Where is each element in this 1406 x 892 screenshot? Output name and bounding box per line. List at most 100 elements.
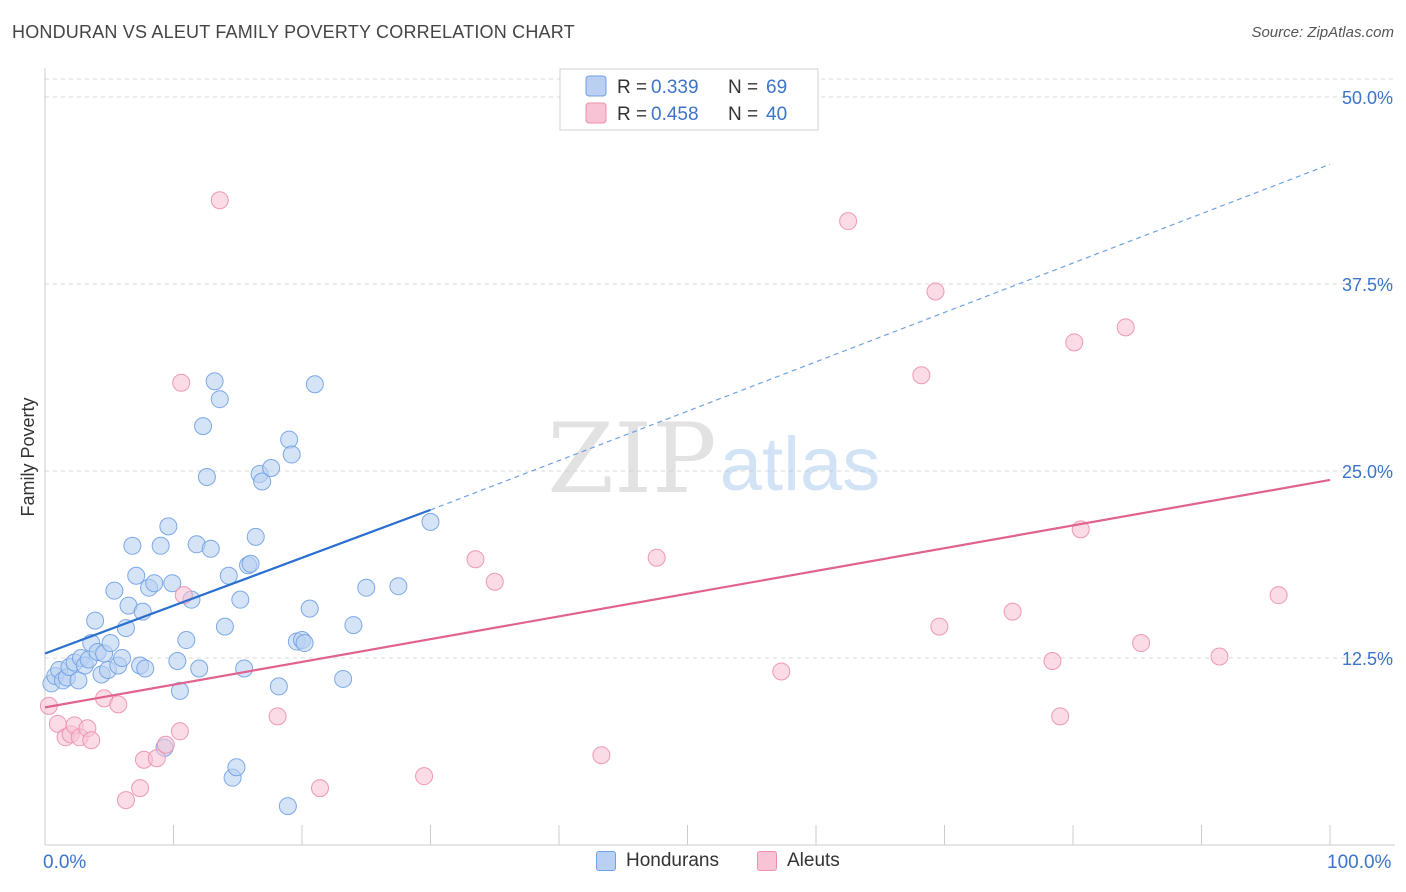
source-label: Source: ZipAtlas.com <box>1251 24 1394 41</box>
honduran-point <box>231 590 250 609</box>
legend-swatch-hondurans <box>596 851 616 871</box>
y-tick-label: 12.5% <box>1342 649 1393 669</box>
legend-r-value: 0.458 <box>651 104 699 125</box>
honduran-point <box>295 634 314 653</box>
honduran-point <box>105 581 124 600</box>
legend-swatch-aleuts <box>757 851 777 871</box>
aleut-point <box>839 212 858 231</box>
aleut-point <box>172 373 191 392</box>
honduran-point <box>69 671 88 690</box>
watermark: ZIP atlas <box>547 403 880 515</box>
aleut-point <box>1043 651 1062 670</box>
honduran-point <box>235 659 254 678</box>
honduran-point <box>253 472 272 491</box>
aleut-point <box>1210 647 1229 666</box>
aleut-point <box>116 791 135 810</box>
legend-n-label: N = <box>728 77 758 98</box>
watermark-zip: ZIP <box>547 403 716 515</box>
aleut-point <box>485 572 504 591</box>
honduran-point <box>269 677 288 696</box>
aleut-point <box>147 749 166 768</box>
legend-n-value: 40 <box>766 104 787 125</box>
aleut-point <box>592 746 611 765</box>
aleut-point <box>415 767 434 786</box>
axes <box>44 68 1395 846</box>
honduran-point <box>190 659 209 678</box>
x-tick-label-max: 100.0% <box>1327 852 1392 873</box>
honduran-point <box>334 669 353 688</box>
aleut-point <box>109 695 128 714</box>
aleut-point <box>156 735 175 754</box>
honduran-point <box>151 536 170 555</box>
watermark-atlas: atlas <box>720 422 881 507</box>
y-tick-labels: 12.5% 25.0% 37.5% 50.0% <box>1342 88 1393 669</box>
aleut-point <box>1003 602 1022 621</box>
honduran-point <box>159 517 178 536</box>
honduran-trend-line <box>44 508 431 655</box>
honduran-point <box>421 512 440 531</box>
legend-r-value: 0.339 <box>651 77 699 98</box>
honduran-point <box>127 566 146 585</box>
honduran-point <box>177 631 196 650</box>
legend-item-hondurans: Hondurans <box>596 850 719 872</box>
honduran-point <box>197 467 216 486</box>
honduran-point <box>136 659 155 678</box>
honduran-point <box>86 611 105 630</box>
honduran-point <box>305 375 324 394</box>
y-tick-label: 50.0% <box>1342 88 1393 108</box>
aleut-point <box>1065 333 1084 352</box>
aleut-point <box>82 731 101 750</box>
aleut-point <box>131 779 150 798</box>
x-tick-label-min: 0.0% <box>43 852 87 873</box>
aleut-point <box>926 282 945 301</box>
legend-top: R = 0.339 N = 69 R = 0.458 N = 40 <box>559 68 819 131</box>
legend-n-label: N = <box>728 104 758 125</box>
honduran-point <box>113 649 132 667</box>
honduran-point <box>278 797 297 816</box>
honduran-point <box>210 390 229 409</box>
honduran-point <box>194 417 213 436</box>
legend-swatch-hondurans <box>585 75 607 97</box>
chart-title: HONDURAN VS ALEUT FAMILY POVERTY CORRELA… <box>12 22 575 42</box>
honduran-point <box>215 617 234 636</box>
aleut-point <box>1051 707 1070 726</box>
honduran-point <box>389 577 408 596</box>
honduran-trend-extension <box>430 163 1331 511</box>
legend-item-aleuts: Aleuts <box>757 850 840 872</box>
trend-lines <box>44 163 1331 709</box>
aleut-point <box>210 191 229 210</box>
aleut-point <box>1116 318 1135 337</box>
honduran-point <box>101 634 120 653</box>
honduran-point <box>145 574 164 593</box>
legend-r-label: R = <box>617 104 647 125</box>
aleut-point <box>1269 586 1288 605</box>
aleut-point <box>772 662 791 681</box>
honduran-point <box>163 574 182 593</box>
honduran-point <box>168 651 187 670</box>
aleut-point <box>170 722 189 741</box>
legend-label-hondurans: Hondurans <box>626 850 719 871</box>
legend-r-label: R = <box>617 77 647 98</box>
honduran-point <box>282 445 301 464</box>
aleut-point <box>930 617 949 636</box>
points <box>39 191 1288 816</box>
honduran-point <box>262 459 281 478</box>
legend-label-aleuts: Aleuts <box>787 850 840 871</box>
aleut-point <box>310 779 329 798</box>
aleut-point <box>268 707 287 726</box>
y-tick-label: 25.0% <box>1342 462 1393 482</box>
aleut-point <box>1132 634 1151 653</box>
aleut-trend-line <box>44 478 1331 709</box>
y-axis-label: Family Poverty <box>18 397 38 516</box>
aleut-point <box>466 550 485 569</box>
honduran-point <box>205 372 224 391</box>
legend-n-value: 69 <box>766 77 787 98</box>
honduran-point <box>201 539 220 558</box>
honduran-point <box>123 536 142 555</box>
y-tick-label: 37.5% <box>1342 275 1393 295</box>
honduran-point <box>246 527 265 546</box>
honduran-point <box>227 758 246 777</box>
honduran-point <box>300 599 319 618</box>
honduran-point <box>344 616 363 635</box>
